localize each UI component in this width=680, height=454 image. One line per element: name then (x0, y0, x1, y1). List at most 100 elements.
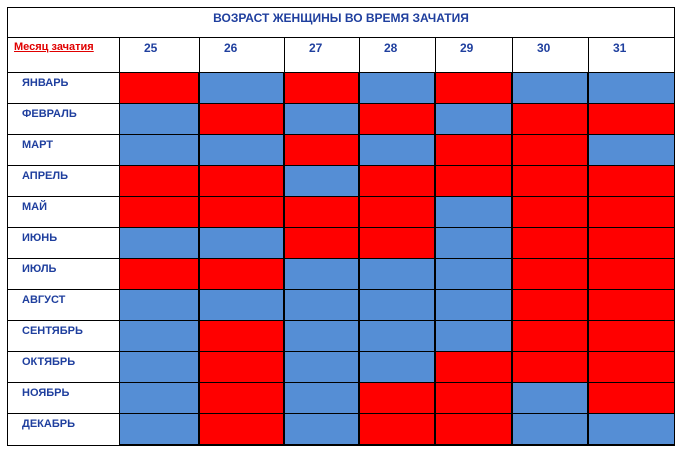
heatmap-cell (119, 103, 199, 135)
heatmap-cell (199, 289, 284, 321)
heatmap-cell (284, 351, 359, 383)
heatmap-cell (284, 227, 359, 259)
heatmap-cell (512, 134, 588, 166)
heatmap-cell (512, 72, 588, 104)
heatmap-cell (512, 289, 588, 321)
heatmap-cell (512, 103, 588, 135)
heatmap-cell (284, 382, 359, 414)
heatmap-cell (588, 351, 675, 383)
heatmap-cell (435, 134, 512, 166)
heatmap-cell (435, 351, 512, 383)
row-header: АВГУСТ (7, 289, 119, 320)
row-header: СЕНТЯБРЬ (7, 320, 119, 351)
heatmap-cell (119, 134, 199, 166)
heatmap-cell (119, 320, 199, 352)
heatmap-cell (119, 413, 199, 445)
heatmap-cell (199, 103, 284, 135)
row-header: МАРТ (7, 134, 119, 165)
heatmap-cell (588, 227, 675, 259)
heatmap-cell (512, 382, 588, 414)
heatmap-cell (435, 165, 512, 197)
column-header-28: 28 (359, 38, 435, 72)
heatmap-cell (199, 320, 284, 352)
row-header: НОЯБРЬ (7, 382, 119, 413)
heatmap-cell (435, 382, 512, 414)
heatmap-cell (119, 258, 199, 290)
heatmap-cell (284, 72, 359, 104)
heatmap-cell (512, 413, 588, 445)
heatmap-cell (435, 289, 512, 321)
heatmap-cell (119, 227, 199, 259)
row-header: ИЮНЬ (7, 227, 119, 258)
heatmap-cell (435, 258, 512, 290)
heatmap-cell (119, 351, 199, 383)
heatmap-cell (512, 227, 588, 259)
heatmap-cell (359, 382, 435, 414)
heatmap-cell (588, 289, 675, 321)
heatmap-cell (284, 103, 359, 135)
heatmap-cell (435, 196, 512, 228)
heatmap-cell (199, 165, 284, 197)
heatmap-cell (284, 258, 359, 290)
heatmap-cell (512, 196, 588, 228)
heatmap-cell (119, 72, 199, 104)
heatmap-cell (199, 196, 284, 228)
heatmap-cell (359, 258, 435, 290)
column-header-29: 29 (435, 38, 512, 72)
row-header: ЯНВАРЬ (7, 72, 119, 103)
column-header-26: 26 (199, 38, 284, 72)
heatmap-cell (435, 72, 512, 104)
heatmap-cell (199, 413, 284, 445)
heatmap-cell (435, 413, 512, 445)
heatmap-cell (119, 196, 199, 228)
row-header-label: Месяц зачатия (7, 38, 119, 72)
heatmap-cell (359, 165, 435, 197)
heatmap-cell (359, 227, 435, 259)
heatmap-cell (284, 413, 359, 445)
heatmap-cell (199, 227, 284, 259)
heatmap-cell (588, 103, 675, 135)
heatmap-cell (199, 382, 284, 414)
heatmap-cell (588, 165, 675, 197)
heatmap-cell (588, 320, 675, 352)
heatmap-cell (284, 134, 359, 166)
heatmap-cell (359, 196, 435, 228)
heatmap-cell (284, 165, 359, 197)
column-header-27: 27 (284, 38, 359, 72)
heatmap-cell (199, 258, 284, 290)
heatmap-cell (359, 289, 435, 321)
column-header-25: 25 (119, 38, 199, 72)
heatmap-cell (284, 320, 359, 352)
heatmap-cell (359, 103, 435, 135)
heatmap-cell (119, 289, 199, 321)
heatmap-cell (588, 382, 675, 414)
heatmap-cell (359, 134, 435, 166)
row-header: ОКТЯБРЬ (7, 351, 119, 382)
heatmap-cell (588, 72, 675, 104)
heatmap-cell (512, 320, 588, 352)
heatmap-cell (359, 413, 435, 445)
heatmap-cell (284, 289, 359, 321)
heatmap-cell (588, 134, 675, 166)
heatmap-cell (588, 196, 675, 228)
heatmap-cell (512, 351, 588, 383)
heatmap-cell (359, 72, 435, 104)
row-header: ИЮЛЬ (7, 258, 119, 289)
heatmap-cell (435, 227, 512, 259)
chart-title: ВОЗРАСТ ЖЕНЩИНЫ ВО ВРЕМЯ ЗАЧАТИЯ (7, 7, 675, 38)
column-header-31: 31 (588, 38, 675, 72)
heatmap-cell (359, 320, 435, 352)
heatmap-cell (512, 165, 588, 197)
heatmap-cell (359, 351, 435, 383)
heatmap-cell (199, 351, 284, 383)
heatmap-cell (119, 165, 199, 197)
heatmap-cell (199, 134, 284, 166)
heatmap-cell (588, 413, 675, 445)
heatmap-cell (284, 196, 359, 228)
column-header-30: 30 (512, 38, 588, 72)
heatmap-cell (435, 320, 512, 352)
heatmap-cell (119, 382, 199, 414)
row-header: АПРЕЛЬ (7, 165, 119, 196)
row-header: ФЕВРАЛЬ (7, 103, 119, 134)
